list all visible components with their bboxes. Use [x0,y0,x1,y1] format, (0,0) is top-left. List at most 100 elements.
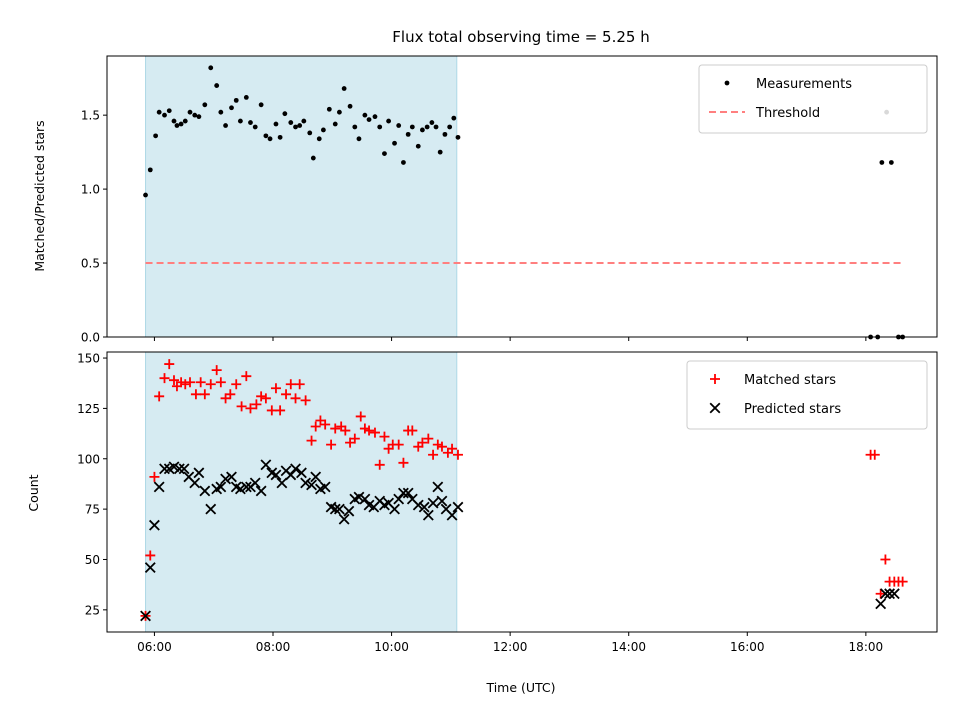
data-point [240,481,252,493]
data-point [405,131,411,137]
data-point [220,473,232,485]
y-axis-label-ratio: Matched/Predicted stars [32,120,47,271]
data-point [326,439,337,450]
data-point [879,588,891,600]
data-point [337,109,342,115]
y-tick-label: 100 [77,452,100,466]
y-tick-label: 150 [77,352,100,366]
data-point [143,192,148,198]
data-point [412,499,424,511]
legend-box [686,360,928,430]
data-point [300,395,311,406]
data-point [420,127,425,133]
legend-label: Matched stars [744,373,836,388]
data-point [353,491,365,503]
data-point [173,463,185,475]
data-point [159,373,170,384]
data-point [415,143,421,149]
data-point [248,120,253,125]
data-point [359,493,371,505]
data-point [168,375,179,386]
data-point [166,108,172,114]
data-point [888,588,900,600]
data-point [329,503,341,515]
data-point [270,383,281,394]
data-point [418,501,430,513]
data-point [234,483,246,495]
y-tick-label: 25 [85,603,100,617]
data-point [231,379,242,390]
data-point [396,123,402,128]
data-point [352,124,358,130]
data-point [364,425,375,436]
x-tick-label: 16:00 [730,640,765,654]
data-point [223,123,228,128]
data-point [333,503,345,515]
data-point [392,140,397,146]
data-point [273,121,279,127]
data-point [153,133,159,139]
data-point [185,377,195,388]
data-point [402,487,414,499]
data-point [236,401,247,412]
data-point [196,114,202,120]
data-point [382,151,387,157]
data-point [372,114,378,120]
data-point [301,118,307,124]
y-tick-label: 1.0 [81,183,100,197]
data-point [428,449,439,460]
data-point [875,598,887,610]
data-point [330,423,341,434]
data-point [145,550,156,561]
data-point [452,501,464,513]
x-tick-label: 18:00 [849,640,884,654]
data-point [256,391,267,402]
y-axis-label-count: Count [26,474,41,511]
data-point [243,95,249,100]
data-point [447,124,453,130]
data-point [347,103,353,109]
data-point [436,441,447,452]
ratio-panel: 0.0 0.5 1.0 1.5 Measurements Threshold [81,55,938,345]
data-point [180,379,191,390]
data-point [451,115,457,121]
data-point [884,588,896,600]
legend: Measurements Threshold [698,64,928,134]
data-point [214,83,220,88]
data-point [241,371,252,382]
data-point [249,477,261,489]
data-point [263,133,269,139]
data-point [875,588,886,599]
data-point [424,124,430,130]
data-point [187,109,193,115]
data-point [190,389,201,400]
data-point [251,399,262,410]
data-point [290,463,301,475]
data-point [341,86,347,91]
data-point [162,112,167,118]
data-point [869,449,880,460]
data-point [362,112,368,118]
data-point [215,377,226,388]
data-point [409,124,415,130]
data-point [276,477,288,489]
data-point [316,136,322,142]
data-point [297,123,303,128]
x-tick-label: 12:00 [493,640,528,654]
data-point [389,503,400,515]
y-tick-label: 75 [85,503,100,517]
data-point [427,497,439,509]
legend: Matched stars Predicted stars [686,360,928,430]
data-point [888,160,894,165]
x-tick-label: 14:00 [611,640,646,654]
data-point [154,391,165,402]
data-point [171,118,177,124]
data-point [211,365,222,376]
legend-label: Threshold [755,106,820,121]
y-tick-label: 125 [77,402,100,416]
data-point [417,437,428,448]
legend-box [698,64,928,134]
data-point [275,405,286,416]
data-point [437,149,443,155]
